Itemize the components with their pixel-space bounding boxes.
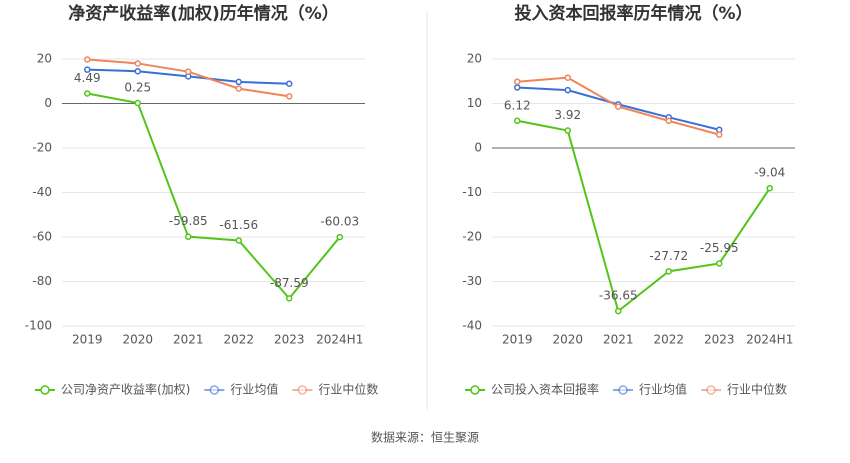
x-tick-label: 2024H1 (746, 333, 793, 347)
point (286, 295, 293, 302)
point (235, 85, 242, 92)
data-label: 6.12 (504, 98, 531, 112)
x-tick-label: 2019 (502, 333, 533, 347)
legend-label: 行业中位数 (318, 382, 378, 397)
point (665, 117, 672, 125)
x-tick-label: 2021 (173, 333, 204, 347)
point (564, 127, 571, 134)
point (514, 84, 521, 91)
legend-marker (209, 385, 220, 395)
point (564, 74, 571, 81)
legend-label: 公司净资产收益率(加权) (61, 382, 190, 397)
point (716, 131, 723, 138)
x-tick-label: 2021 (603, 333, 634, 347)
legend-label: 行业均值 (639, 382, 687, 397)
point (615, 307, 622, 315)
data-label: -25.95 (700, 241, 739, 255)
y-tick-label: -20 (32, 141, 52, 155)
x-tick-label: 2024H1 (316, 333, 363, 347)
x-tick-label: 2020 (122, 333, 153, 347)
legend-marker (40, 385, 50, 395)
legend-label: 公司投入资本回报率 (491, 382, 599, 397)
point (185, 233, 192, 240)
legend-label: 行业中位数 (727, 382, 787, 397)
y-tick-label: 20 (37, 52, 52, 66)
point (84, 56, 91, 63)
series-line (87, 92, 341, 300)
x-tick-label: 2019 (72, 333, 103, 347)
data-label: -27.72 (649, 249, 688, 263)
series-line (517, 119, 771, 313)
data-label: -36.65 (599, 289, 638, 303)
point (716, 260, 723, 267)
x-tick-label: 2023 (704, 333, 735, 347)
legend-marker (470, 385, 480, 395)
y-tick-label: -30 (462, 274, 482, 288)
y-tick-label: -60 (32, 230, 52, 244)
x-tick-label: 2023 (274, 333, 305, 347)
y-tick-label: -100 (25, 319, 52, 333)
legend-label: 行业均值 (230, 382, 278, 397)
data-label: -9.04 (754, 166, 785, 180)
data-label: -61.56 (219, 218, 258, 232)
source: 数据来源：恒生聚源 (371, 430, 479, 445)
point (134, 60, 141, 67)
data-label: 4.49 (74, 71, 101, 85)
x-tick-label: 2020 (552, 333, 583, 347)
y-tick-label: -80 (32, 274, 52, 288)
y-tick-label: -40 (462, 319, 482, 333)
legend-marker (297, 385, 308, 395)
y-tick-label: -10 (462, 185, 482, 199)
data-label: -60.03 (320, 215, 359, 229)
legend-marker (618, 385, 628, 395)
point (84, 66, 91, 73)
chart-title: 投入资本回报率历年情况（%） (514, 3, 752, 24)
point (766, 184, 773, 192)
legend-marker (706, 385, 716, 395)
point (514, 78, 521, 85)
data-label: 0.25 (124, 80, 151, 94)
point (185, 68, 192, 75)
y-tick-label: 20 (467, 52, 482, 66)
y-tick-label: 10 (467, 96, 482, 110)
point (615, 103, 622, 110)
chart-title: 净资产收益率(加权)历年情况（%） (68, 3, 339, 24)
point (564, 86, 571, 94)
point (134, 99, 141, 107)
point (665, 268, 672, 275)
x-tick-label: 2022 (653, 333, 684, 347)
point (235, 237, 242, 244)
point (134, 67, 141, 75)
y-tick-label: -20 (462, 230, 482, 244)
point (235, 78, 242, 86)
point (84, 90, 91, 97)
data-label: -59.85 (169, 214, 208, 228)
x-tick-label: 2022 (223, 333, 254, 347)
data-label: -87.59 (270, 276, 309, 290)
point (336, 233, 343, 241)
y-tick-label: 0 (474, 141, 482, 155)
data-label: 3.92 (554, 108, 581, 122)
y-tick-label: -40 (32, 185, 52, 199)
point (286, 93, 293, 100)
point (286, 80, 293, 87)
point (514, 117, 521, 125)
y-tick-label: 0 (44, 96, 52, 110)
